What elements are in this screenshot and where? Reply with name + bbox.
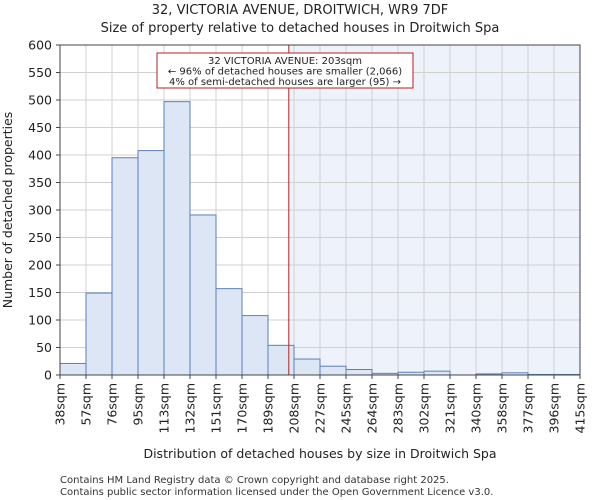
bar-189sqm — [267, 344, 295, 376]
x-tick-label: 132sqm — [183, 383, 198, 433]
y-tick-label: 450 — [28, 120, 52, 135]
chart-title: 32, VICTORIA AVENUE, DROITWICH, WR9 7DF — [152, 3, 448, 18]
y-tick-label: 100 — [28, 313, 52, 328]
y-tick-label: 50 — [36, 340, 52, 355]
y-tick-label: 600 — [28, 38, 52, 53]
annotation-line-3: 4% of semi-detached houses are larger (9… — [169, 77, 401, 88]
bar-76sqm — [111, 157, 139, 376]
y-tick-label: 400 — [28, 148, 52, 163]
x-axis-label: Distribution of detached houses by size … — [143, 446, 496, 461]
x-tick-label: 113sqm — [157, 383, 172, 433]
x-tick-label: 57sqm — [79, 383, 94, 426]
chart-subtitle: Size of property relative to detached ho… — [101, 21, 500, 36]
y-tick-label: 200 — [28, 258, 52, 273]
x-tick-label: 377sqm — [521, 383, 536, 433]
annotation-line-1: 32 VICTORIA AVENUE: 203sqm — [208, 56, 362, 67]
y-tick-label: 550 — [28, 65, 52, 80]
x-tick-label: 95sqm — [131, 383, 146, 426]
x-tick-label: 302sqm — [417, 383, 432, 433]
y-axis-label: Number of detached properties — [0, 112, 15, 309]
x-tick-label: 415sqm — [573, 383, 588, 433]
y-tick-label: 0 — [44, 368, 52, 383]
x-tick-label: 151sqm — [209, 383, 224, 433]
annotation-frame — [156, 52, 414, 89]
x-tick-label: 321sqm — [443, 383, 458, 433]
x-tick-label: 245sqm — [339, 383, 354, 433]
x-tick-label: 189sqm — [261, 383, 276, 433]
y-axis-ticks: 0 50 100 150 200 250 300 350 400 450 500 550 600 — [28, 38, 60, 383]
annotation-line-2: ← 96% of detached houses are smaller (2,… — [168, 67, 402, 78]
bar-227sqm — [319, 365, 347, 376]
bar-38sqm — [59, 362, 87, 376]
y-tick-label: 500 — [28, 93, 52, 108]
x-tick-label: 76sqm — [105, 383, 120, 426]
x-axis-ticks: 38sqm 57sqm 76sqm 95sqm 113sqm 132sqm 151sqm 17… — [53, 375, 588, 433]
x-tick-label: 340sqm — [469, 383, 484, 433]
x-tick-label: 396sqm — [547, 383, 562, 433]
bar-132sqm — [189, 214, 217, 376]
x-tick-label: 38sqm — [53, 383, 68, 426]
bar-95sqm — [137, 150, 165, 376]
bar-113sqm — [163, 101, 191, 376]
x-tick-label: 264sqm — [365, 383, 380, 433]
x-tick-label: 170sqm — [235, 383, 250, 433]
x-tick-label: 283sqm — [391, 383, 406, 433]
y-tick-label: 150 — [28, 285, 52, 300]
annotation-box: 32 VICTORIA AVENUE: 203sqm ← 96% of deta… — [156, 52, 414, 89]
bar-208sqm — [293, 358, 321, 376]
y-tick-label: 250 — [28, 230, 52, 245]
y-tick-label: 300 — [28, 203, 52, 218]
bar-302sqm — [423, 370, 451, 376]
x-tick-label: 227sqm — [313, 383, 328, 433]
bar-245sqm — [345, 369, 373, 376]
plot-area: 0 50 100 150 200 250 300 350 400 450 500 550 600 38s… — [28, 38, 587, 434]
footer-line-2: Contains public sector information licen… — [60, 487, 493, 498]
bar-151sqm — [215, 288, 243, 376]
bar-57sqm — [85, 292, 113, 376]
bar-170sqm — [241, 315, 269, 376]
x-tick-label: 208sqm — [287, 383, 302, 433]
x-tick-label: 358sqm — [495, 383, 510, 433]
footer-line-1: Contains HM Land Registry data © Crown c… — [60, 475, 449, 486]
y-tick-label: 350 — [28, 175, 52, 190]
